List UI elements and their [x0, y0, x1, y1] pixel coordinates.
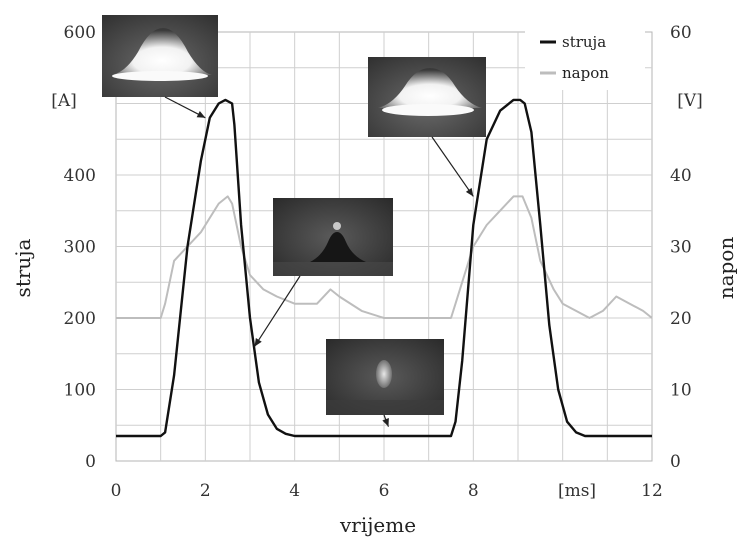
- left-unit-label: [A]: [51, 91, 77, 111]
- x-tick-label: 8: [468, 481, 479, 501]
- pointer-head: [382, 417, 389, 427]
- x-unit-label: [ms]: [558, 481, 596, 501]
- left-tick-label: 0: [85, 452, 96, 472]
- left-tick-label: 200: [64, 309, 96, 329]
- pointer-line: [431, 136, 474, 197]
- pointer-head: [465, 187, 474, 197]
- tick-labels: 0 2 4 6 8 12 0 100 200 300 400 600 0 10 20 30 40 60: [64, 23, 692, 501]
- right-unit-label: [V]: [677, 91, 703, 111]
- inset-dark-small-droplet: [273, 198, 393, 276]
- x-tick-label: 4: [289, 481, 300, 501]
- left-tick-label: 100: [64, 381, 96, 401]
- pointer-head: [254, 337, 262, 347]
- legend-label-struja: struja: [562, 33, 606, 51]
- left-axis-title: struja: [11, 238, 35, 297]
- right-tick-label: 30: [670, 238, 692, 258]
- right-tick-label: 0: [670, 452, 681, 472]
- x-tick-label: 2: [200, 481, 211, 501]
- legend: struja napon: [525, 26, 645, 90]
- series-line-struja: [116, 98, 652, 438]
- left-tick-label: 600: [64, 23, 96, 43]
- inset-bright-cone-large-2: [368, 57, 486, 137]
- x-tick-label: 12: [641, 481, 663, 501]
- left-tick-label: 300: [64, 238, 96, 258]
- pointer-head: [196, 111, 206, 118]
- right-axis-title: napon: [714, 237, 738, 300]
- series-layer: [116, 98, 653, 438]
- inset-faint-small-droplet: [326, 339, 444, 415]
- right-tick-label: 10: [670, 381, 692, 401]
- pointer-line: [253, 275, 301, 347]
- legend-label-napon: napon: [562, 64, 609, 82]
- x-tick-label: 0: [111, 481, 122, 501]
- series-line-napon: [116, 195, 653, 319]
- right-tick-label: 40: [670, 166, 692, 186]
- left-tick-label: 400: [64, 166, 96, 186]
- inset-bright-cone-large-1: [102, 15, 218, 97]
- right-tick-label: 20: [670, 309, 692, 329]
- x-axis-title: vrijeme: [339, 513, 416, 537]
- inset-pointers: [164, 96, 474, 427]
- right-tick-label: 60: [670, 23, 692, 43]
- x-tick-label: 6: [379, 481, 390, 501]
